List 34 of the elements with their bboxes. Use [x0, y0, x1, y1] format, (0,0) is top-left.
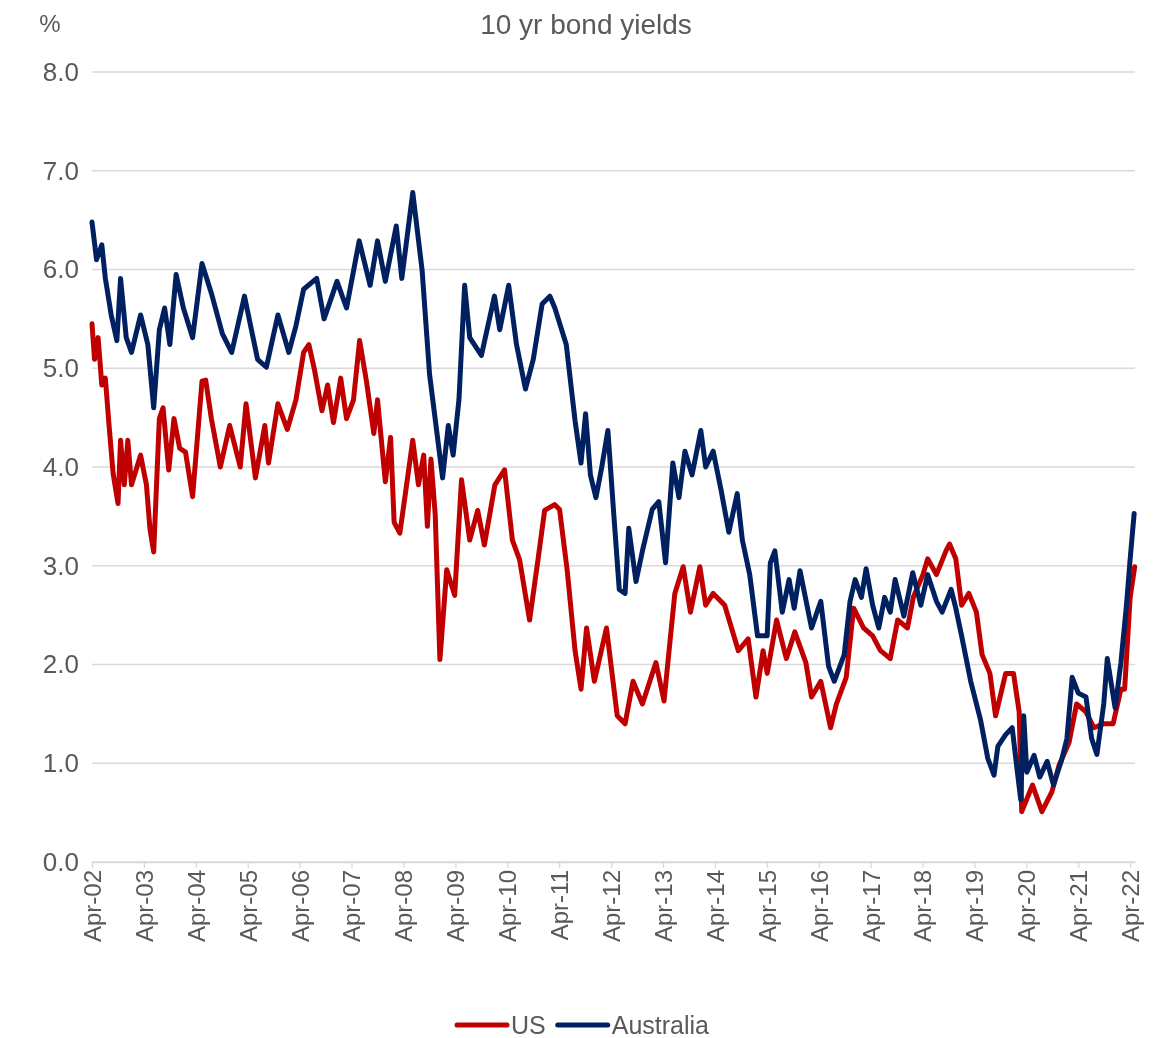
- x-tick-label: Apr-05: [234, 870, 262, 943]
- x-tick-label: Apr-04: [182, 870, 210, 943]
- x-tick-label: Apr-09: [442, 870, 470, 943]
- x-tick-label: Apr-21: [1065, 870, 1093, 943]
- x-tick-label: Apr-14: [701, 870, 729, 943]
- x-tick-label: Apr-06: [286, 870, 314, 943]
- x-tick-label: Apr-20: [1013, 870, 1041, 943]
- y-tick-label: 2.0: [42, 649, 79, 680]
- y-tick-label: 1.0: [42, 748, 79, 779]
- y-tick-label: 5.0: [42, 353, 79, 384]
- x-tick-label: Apr-10: [494, 870, 522, 943]
- y-axis-title: %: [39, 10, 61, 37]
- y-tick-label: 0.0: [42, 846, 79, 877]
- x-tick-label: Apr-18: [909, 870, 937, 943]
- x-tick-label: Apr-03: [130, 870, 158, 943]
- legend-label: Australia: [611, 1011, 710, 1038]
- x-tick-label: Apr-07: [338, 870, 366, 943]
- y-tick-label: 3.0: [42, 550, 79, 581]
- x-tick-label: Apr-16: [805, 870, 833, 943]
- x-tick-label: Apr-13: [649, 870, 677, 943]
- x-tick-label: Apr-11: [546, 870, 574, 941]
- x-tick-label: Apr-22: [1117, 870, 1145, 943]
- y-tick-label: 4.0: [42, 451, 79, 482]
- x-tick-label: Apr-12: [598, 870, 626, 943]
- legend-label: US: [511, 1011, 546, 1038]
- y-tick-label: 6.0: [42, 254, 79, 285]
- y-tick-label: 7.0: [42, 155, 79, 186]
- x-tick-label: Apr-08: [390, 870, 418, 943]
- x-tick-label: Apr-02: [78, 870, 106, 943]
- chart-title: 10 yr bond yields: [480, 9, 692, 40]
- x-tick-label: Apr-17: [857, 870, 885, 943]
- x-tick-label: Apr-19: [961, 870, 989, 943]
- x-tick-label: Apr-15: [753, 870, 781, 943]
- y-tick-label: 8.0: [42, 56, 79, 87]
